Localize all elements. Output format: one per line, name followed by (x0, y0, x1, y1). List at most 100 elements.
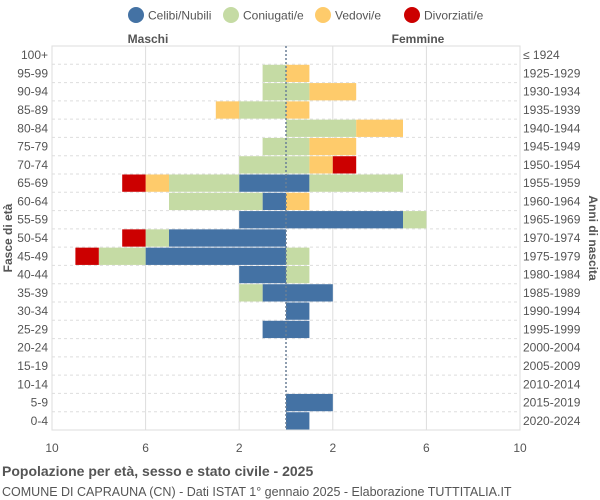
males-header: Maschi (128, 32, 169, 46)
age-group-label: 90-94 (17, 85, 48, 99)
chart-subtitle: COMUNE DI CAPRAUNA (CN) - Dati ISTAT 1° … (2, 485, 512, 499)
bar-male-coniugati-e-60-64 (169, 192, 263, 211)
bar-female-celibi-nubili-30-34 (286, 302, 310, 320)
bar-male-divorziati-e-50-54 (122, 229, 146, 247)
bar-female-celibi-nubili-25-29 (286, 320, 310, 339)
females-header: Femmine (392, 32, 445, 46)
birth-year-label: 1930-1934 (523, 85, 581, 99)
birth-year-label: 1925-1929 (523, 66, 581, 80)
bar-male-coniugati-e-90-94 (262, 83, 286, 101)
birth-year-label: 1955-1959 (523, 176, 581, 190)
bar-male-coniugati-e-85-89 (239, 101, 286, 119)
age-group-label: 80-84 (17, 121, 48, 135)
age-group-label: 30-34 (17, 304, 48, 318)
birth-year-label: 1950-1954 (523, 158, 581, 172)
age-group-label: 95-99 (17, 66, 48, 80)
bar-female-vedovi-e-75-79 (309, 137, 357, 156)
bar-male-divorziati-e-45-49 (75, 247, 99, 265)
birth-year-label: 2020-2024 (523, 414, 581, 428)
birth-year-label: 1935-1939 (523, 103, 581, 117)
bar-male-celibi-nubili-50-54 (169, 229, 286, 247)
legend: Celibi/Nubili Coniugati/e Vedovi/e Divorzia… (128, 7, 484, 23)
legend-marker (315, 7, 331, 23)
birth-year-label: 1980-1984 (523, 268, 581, 282)
x-tick-label: 6 (423, 441, 430, 455)
age-group-label: 20-24 (17, 341, 48, 355)
age-group-label: 40-44 (17, 268, 48, 282)
age-group-label: 50-54 (17, 231, 48, 245)
legend-label: Vedovi/e (335, 9, 381, 23)
x-tick-label: 10 (45, 441, 59, 455)
bar-female-celibi-nubili-55-59 (286, 211, 403, 229)
x-tick-label: 2 (236, 441, 243, 455)
y-axis-label-right: Anni di nascita (586, 195, 600, 281)
bar-female-coniugati-e-55-59 (403, 211, 427, 229)
bar-male-coniugati-e-95-99 (262, 64, 286, 83)
age-group-label: 60-64 (17, 194, 48, 208)
birth-year-label: 1945-1949 (523, 140, 581, 154)
bar-male-coniugati-e-35-39 (239, 284, 263, 302)
bar-female-coniugati-e-70-74 (286, 156, 310, 174)
bar-male-celibi-nubili-60-64 (262, 192, 286, 211)
age-group-label: 10-14 (17, 377, 48, 391)
birth-year-label: 1940-1944 (523, 121, 581, 135)
legend-marker (404, 7, 420, 23)
bar-female-celibi-nubili-5-9 (286, 393, 333, 412)
bar-female-coniugati-e-40-44 (286, 265, 310, 284)
age-group-label: 100+ (21, 48, 48, 62)
age-group-label: 85-89 (17, 103, 48, 117)
age-group-label: 70-74 (17, 158, 48, 172)
birth-year-label: 1995-1999 (523, 322, 581, 336)
bar-female-vedovi-e-95-99 (286, 64, 310, 83)
bar-male-coniugati-e-65-69 (169, 174, 240, 192)
bar-female-vedovi-e-90-94 (309, 83, 357, 101)
birth-year-label: 1970-1974 (523, 231, 581, 245)
age-group-label: 35-39 (17, 286, 48, 300)
bar-male-divorziati-e-65-69 (122, 174, 146, 192)
legend-label: Divorziati/e (424, 9, 484, 23)
bar-male-celibi-nubili-40-44 (239, 265, 286, 284)
age-group-label: 55-59 (17, 213, 48, 227)
age-group-label: 5-9 (31, 396, 49, 410)
x-tick-label: 10 (513, 441, 527, 455)
x-tick-label: 2 (329, 441, 336, 455)
birth-year-label: 2000-2004 (523, 341, 581, 355)
bar-female-coniugati-e-80-84 (286, 119, 357, 137)
birth-year-label: ≤ 1924 (523, 48, 560, 62)
chart-title: Popolazione per età, sesso e stato civil… (2, 463, 314, 479)
bar-female-vedovi-e-60-64 (286, 192, 310, 211)
bar-female-celibi-nubili-35-39 (286, 284, 333, 302)
bar-male-coniugati-e-70-74 (239, 156, 286, 174)
bar-male-coniugati-e-50-54 (145, 229, 169, 247)
bar-male-celibi-nubili-35-39 (262, 284, 286, 302)
age-group-label: 65-69 (17, 176, 48, 190)
bar-female-coniugati-e-90-94 (286, 83, 310, 101)
birth-year-label: 2010-2014 (523, 377, 581, 391)
bar-male-vedovi-e-65-69 (145, 174, 169, 192)
bar-female-coniugati-e-45-49 (286, 247, 310, 265)
age-group-label: 0-4 (31, 414, 49, 428)
legend-label: Celibi/Nubili (148, 9, 211, 23)
birth-year-label: 1975-1979 (523, 249, 581, 263)
bar-female-coniugati-e-75-79 (286, 137, 310, 156)
bar-male-celibi-nubili-65-69 (239, 174, 286, 192)
birth-year-label: 1985-1989 (523, 286, 581, 300)
bar-female-vedovi-e-80-84 (356, 119, 403, 137)
bar-male-coniugati-e-75-79 (262, 137, 286, 156)
bar-male-celibi-nubili-25-29 (262, 320, 286, 339)
birth-year-label: 2015-2019 (523, 396, 581, 410)
birth-year-label: 1965-1969 (523, 213, 581, 227)
bar-male-vedovi-e-85-89 (215, 101, 240, 119)
age-group-label: 75-79 (17, 140, 48, 154)
legend-marker (223, 7, 239, 23)
age-group-label: 15-19 (17, 359, 48, 373)
legend-label: Coniugati/e (243, 9, 304, 23)
age-group-label: 25-29 (17, 322, 48, 336)
bar-male-celibi-nubili-55-59 (239, 211, 286, 229)
legend-marker (128, 7, 144, 23)
bar-female-celibi-nubili-0-4 (286, 412, 310, 430)
x-tick-label: 6 (142, 441, 149, 455)
bar-female-divorziati-e-70-74 (332, 156, 357, 174)
y-axis-label-left: Fasce di età (1, 203, 15, 272)
birth-year-label: 1960-1964 (523, 194, 581, 208)
